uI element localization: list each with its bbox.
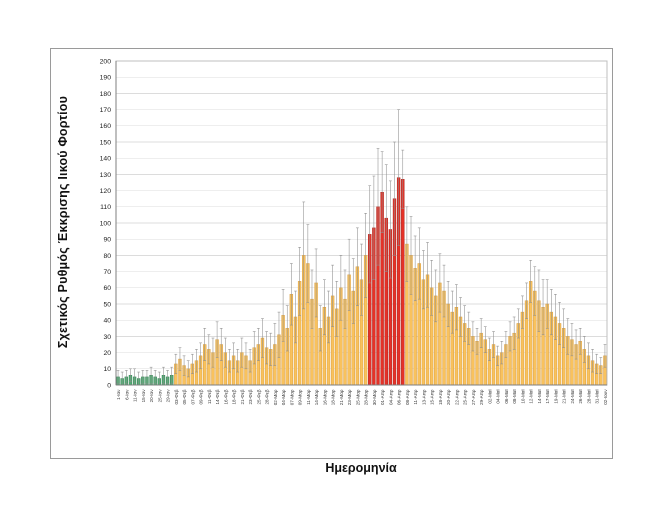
x-tick-label: 12-Μαϊ — [529, 389, 534, 404]
x-tick-label: 22-Απρ — [454, 389, 459, 405]
y-tick-label: 100 — [100, 220, 112, 227]
x-tick-label: 02-Ιουν — [603, 389, 608, 405]
bar — [401, 179, 405, 386]
x-tick-label: 19-Μαϊ — [553, 389, 558, 404]
y-tick-label: 190 — [100, 75, 112, 82]
x-tick-label: 1-Ιαν — [116, 389, 121, 400]
x-tick-label: 30-Μαρ — [372, 389, 377, 405]
x-tick-label: 25-Μαρ — [355, 389, 360, 405]
x-tick-label: 23-Φεβ — [248, 389, 253, 404]
y-tick-label: 130 — [100, 172, 112, 179]
x-tick-label: 28-Φεβ — [265, 389, 270, 404]
bar-chart-plot: 0 10 20 30 40 50 60 70 80 90 100 110 120 130 140 150 160… — [100, 58, 608, 406]
x-tick-label: 18-Μαρ — [331, 389, 336, 405]
x-tick-label: 13-Απρ — [421, 389, 426, 405]
x-tick-label: 04-Μαϊ — [496, 389, 501, 404]
x-tick-label: 11-Απρ — [413, 389, 418, 405]
x-tick-label: 6-Ιαν — [124, 389, 129, 400]
x-tick-label: 14-Μαϊ — [537, 389, 542, 404]
x-tick-label: 02-Μαϊ — [487, 389, 492, 404]
x-tick-label: 04-Μαρ — [281, 389, 286, 405]
x-tick-labels: 1-Ιαν 6-Ιαν 11-Ιαν 15-Ιαν 20-Ιαν 25-Ιαν 29-Ιαν… — [116, 389, 608, 406]
x-tick-label: 25-Απρ — [463, 389, 468, 405]
x-tick-label: 16-Μαρ — [322, 389, 327, 405]
x-tick-label: 07-Μαρ — [289, 389, 294, 405]
x-tick-label: 25-Ιαν — [157, 389, 162, 403]
x-tick-label: 04-Απρ — [388, 389, 393, 405]
x-tick-label: 09-Φεβ — [199, 389, 204, 404]
x-tick-label: 14-Μαρ — [314, 389, 319, 405]
x-tick-label: 06-Μαϊ — [504, 389, 509, 404]
x-tick-label: 09-Μαρ — [298, 389, 303, 405]
x-tick-label: 18-Φεβ — [232, 389, 237, 404]
x-tick-label: 27-Απρ — [471, 389, 476, 405]
y-tick-label: 30 — [103, 334, 111, 341]
x-tick-label: 06-Απρ — [397, 389, 402, 405]
x-tick-label: 05-Φεβ — [182, 389, 187, 404]
x-tick-label: 21-Μαρ — [339, 389, 344, 405]
x-tick-label: 03-Φεβ — [174, 389, 179, 404]
x-tick-label: 28-Μαϊ — [586, 389, 591, 404]
x-tick-label: 15-Ιαν — [141, 389, 146, 403]
y-tick-label: 70 — [103, 269, 111, 276]
y-tick-labels: 0 10 20 30 40 50 60 70 80 90 100 110 120 130 140 150 160… — [100, 58, 112, 389]
y-tick-label: 140 — [100, 156, 112, 163]
x-tick-label: 29-Ιαν — [166, 389, 171, 403]
x-tick-label: 20-Ιαν — [149, 389, 154, 403]
x-tick-label: 11-Φεβ — [207, 389, 212, 404]
x-tick-label: 08-Μαϊ — [512, 389, 517, 404]
x-tick-label: 25-Φεβ — [256, 389, 261, 404]
y-tick-label: 50 — [103, 301, 111, 308]
x-tick-label: 28-Μαρ — [364, 389, 369, 405]
y-axis-title: Σχετικός Ρυθμός Έκκρισης Ιικού Φορτίου — [56, 95, 70, 349]
x-tick-label: 11-Ιαν — [133, 389, 138, 402]
x-tick-label: 17-Μαϊ — [545, 389, 550, 404]
x-tick-label: 16-Φεβ — [223, 389, 228, 404]
y-tick-label: 120 — [100, 188, 112, 195]
y-tick-label: 150 — [100, 139, 112, 146]
y-tick-label: 10 — [103, 366, 111, 373]
y-tick-label: 200 — [100, 58, 112, 65]
y-tick-label: 0 — [107, 382, 111, 389]
x-tick-label: 10-Μαϊ — [520, 389, 525, 404]
x-tick-label: 29-Απρ — [479, 389, 484, 405]
x-tick-label: 26-Μαϊ — [578, 389, 583, 404]
y-tick-label: 170 — [100, 107, 112, 114]
error-bars — [116, 109, 607, 386]
x-tick-label: 18-Απρ — [438, 389, 443, 405]
y-tick-label: 60 — [103, 285, 111, 292]
x-tick-label: 02-Μαρ — [273, 389, 278, 405]
y-tick-label: 90 — [103, 237, 111, 244]
x-tick-label: 15-Απρ — [430, 389, 435, 405]
x-tick-label: 01-Απρ — [380, 389, 385, 405]
y-tick-label: 80 — [103, 253, 111, 260]
x-tick-label: 21-Φεβ — [240, 389, 245, 404]
x-tick-label: 14-Φεβ — [215, 389, 220, 404]
x-axis-title: Ημερομηνία — [325, 461, 397, 475]
x-tick-label: 31-Μαϊ — [595, 389, 600, 404]
gridlines — [116, 60, 607, 370]
x-tick-label: 07-Φεβ — [190, 389, 195, 404]
x-tick-label: 20-Απρ — [446, 389, 451, 405]
y-tick-label: 110 — [100, 204, 111, 211]
x-tick-label: 21-Μαϊ — [562, 389, 567, 404]
y-tick-label: 160 — [100, 123, 112, 130]
x-tick-label: 23-Μαρ — [347, 389, 352, 405]
x-tick-label: 08-Απρ — [405, 389, 410, 405]
x-tick-label: 11-Μαρ — [306, 389, 311, 405]
y-tick-label: 20 — [103, 350, 111, 357]
y-tick-label: 40 — [103, 318, 111, 325]
chart-frame: 0 10 20 30 40 50 60 70 80 90 100 110 120 130 140 150 160… — [50, 48, 613, 459]
y-tick-label: 180 — [100, 91, 112, 98]
x-tick-label: 24-Μαϊ — [570, 389, 575, 404]
